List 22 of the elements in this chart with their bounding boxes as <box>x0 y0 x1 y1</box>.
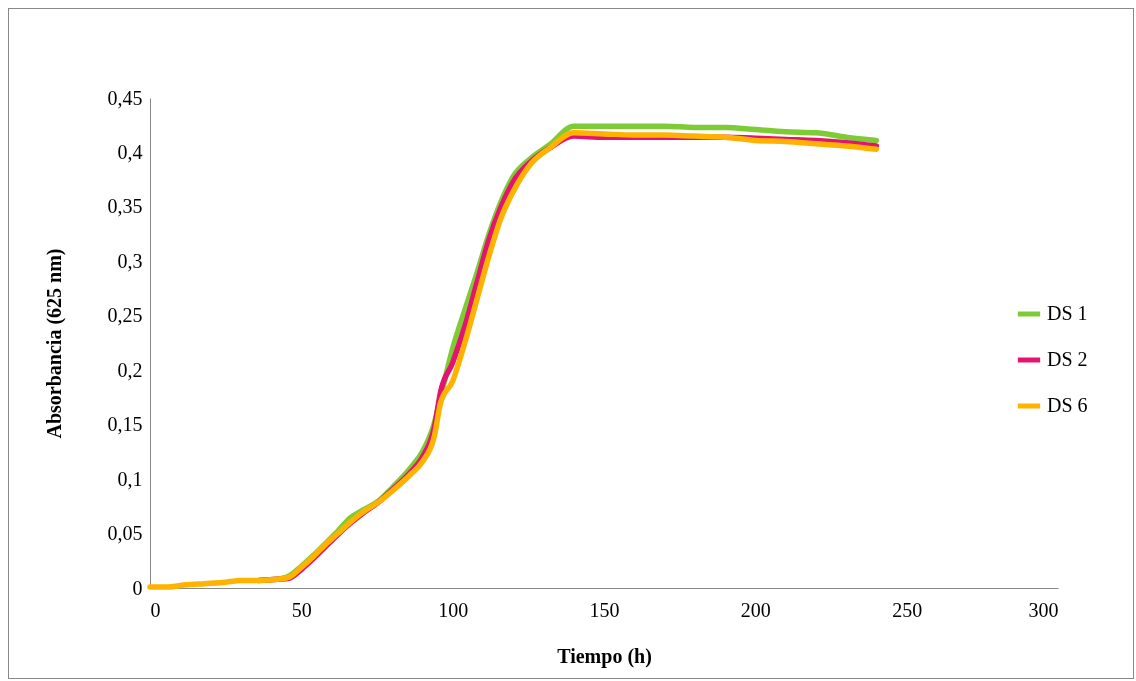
y-tick-label: 0,2 <box>117 358 143 381</box>
legend-label: DS 2 <box>1047 348 1088 370</box>
y-tick-label: 0,4 <box>117 140 143 163</box>
y-tick-label: 0 <box>132 576 143 599</box>
y-tick-label: 0,1 <box>117 467 143 490</box>
legend-label: DS 6 <box>1047 394 1088 416</box>
x-tick-label: 50 <box>291 598 312 621</box>
y-tick-label: 0,15 <box>107 413 143 436</box>
x-tick-label: 300 <box>1028 598 1059 621</box>
y-tick-label: 0,45 <box>107 86 143 109</box>
y-tick-label: 0,05 <box>107 522 143 545</box>
x-tick-label: 250 <box>892 598 923 621</box>
y-axis-title: Absorbancia (625 nm) <box>42 248 66 439</box>
x-axis-title: Tiempo (h) <box>557 644 652 668</box>
y-tick-label: 0,35 <box>107 195 143 218</box>
x-tick-label: 100 <box>438 598 469 621</box>
y-tick-label: 0,3 <box>117 249 143 272</box>
x-tick-label: 200 <box>740 598 771 621</box>
y-tick-label: 0,25 <box>107 304 143 327</box>
x-tick-label: 150 <box>589 598 620 621</box>
legend-label: DS 1 <box>1047 302 1088 324</box>
x-tick-label: 0 <box>150 598 161 621</box>
